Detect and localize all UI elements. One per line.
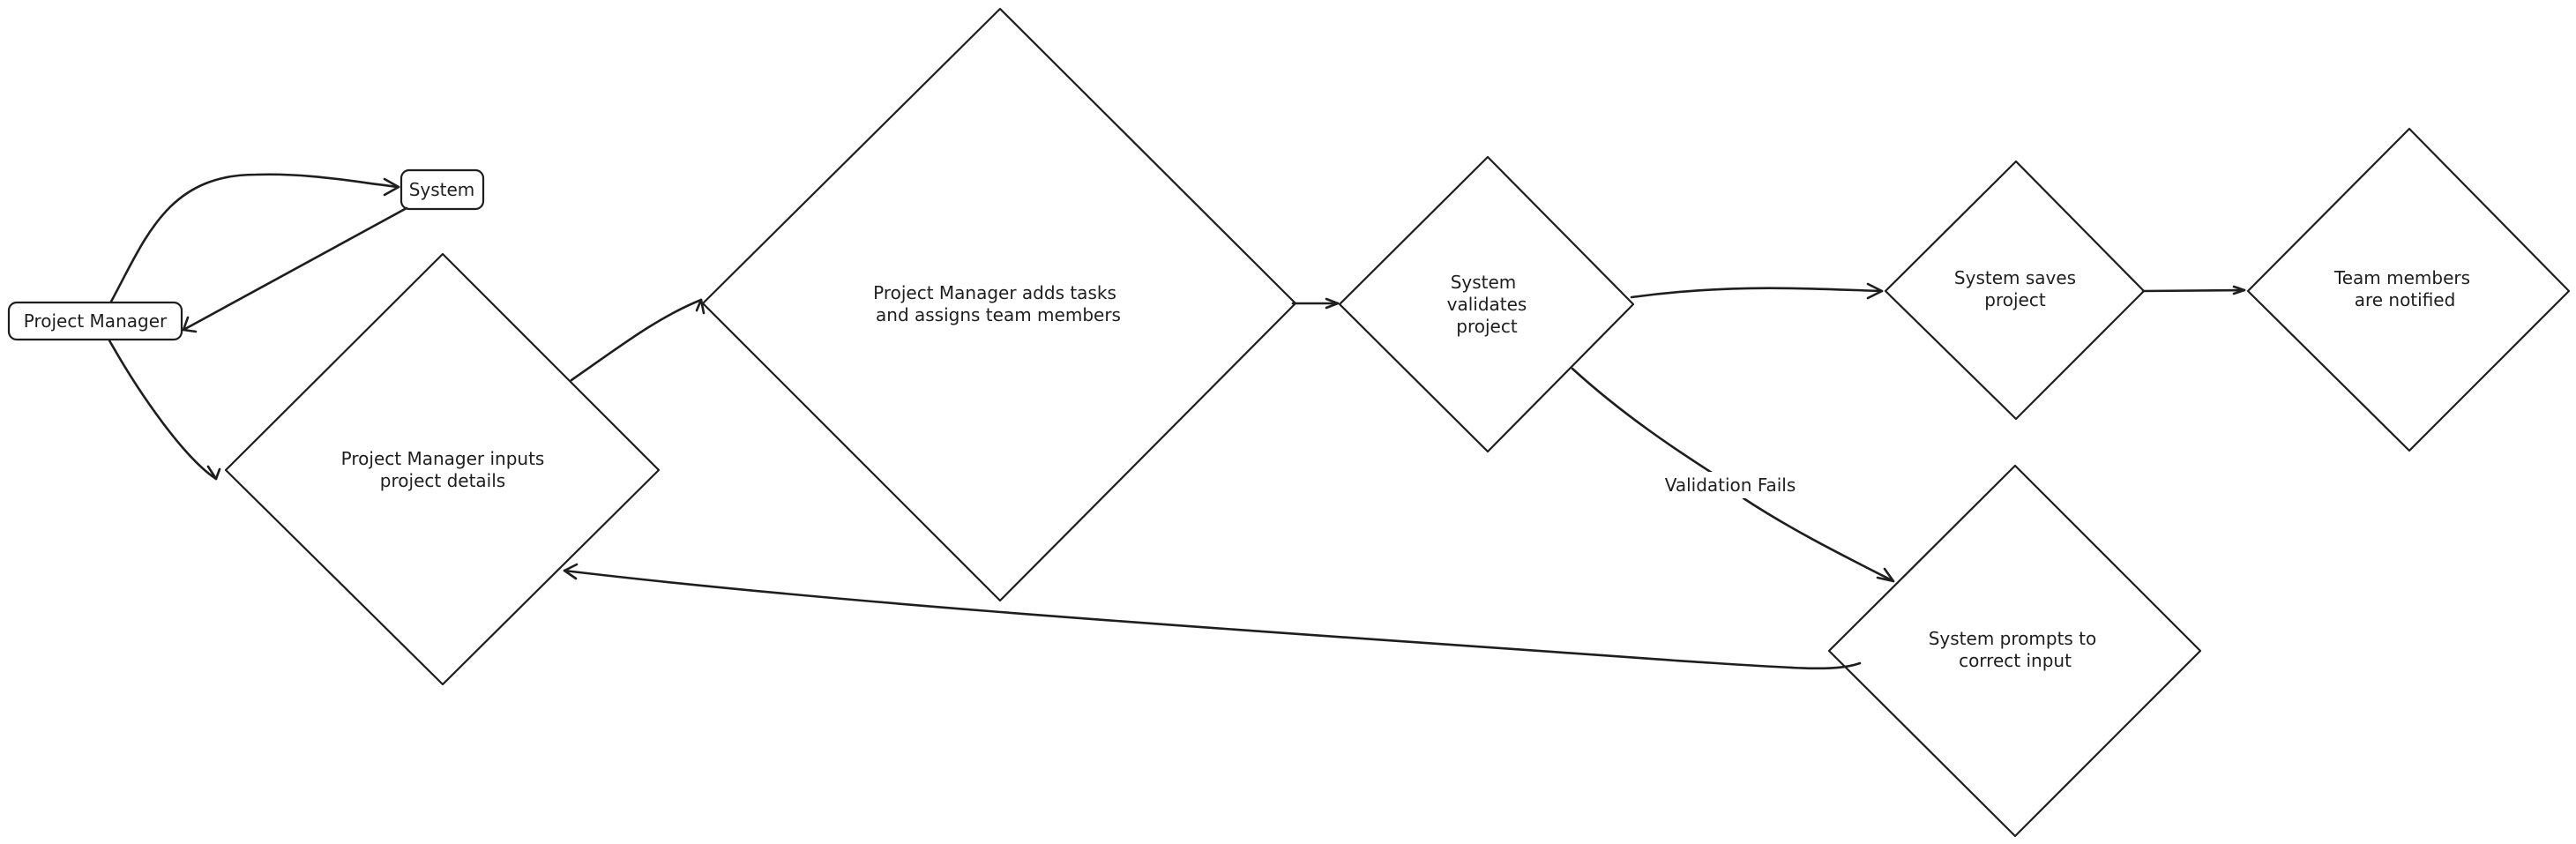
node-project-manager[interactable]: Project Manager [7,301,183,341]
node-label: project details [380,470,505,491]
node-label: System [1451,272,1517,293]
edge-system-to-pm[interactable] [182,206,408,333]
node-saves[interactable]: System saves project [1884,160,2146,421]
edge-label: Validation Fails [1665,474,1796,496]
node-label: Project Manager [24,310,168,332]
node-notified[interactable]: Team members are notified [2246,127,2571,452]
node-label: validates [1447,294,1527,315]
edge-label-validation-fails: Validation Fails [1658,472,1799,498]
node-validates[interactable]: System validates project [1338,155,1635,453]
node-label: and assigns team members [876,304,1121,325]
edge-validation-fails[interactable] [1571,367,1895,583]
node-label: System [409,179,475,200]
node-label: are notified [2355,289,2456,310]
node-label: System saves [1954,267,2076,288]
edge-pm-to-system[interactable] [109,173,400,303]
node-system[interactable]: System [399,168,485,211]
edge-tasks-to-validates[interactable] [1291,297,1340,310]
node-prompts[interactable]: System prompts to correct input [1827,464,2202,838]
node-label: Team members [2333,267,2470,288]
edge-saves-to-notified[interactable] [2141,285,2246,295]
node-adds-tasks[interactable]: Project Manager adds tasks and assigns t… [701,7,1297,602]
node-label: project [1984,289,2046,310]
node-inputs-details[interactable]: Project Manager inputs project details [224,252,661,686]
node-label: project [1456,316,1518,337]
node-label: System prompts to [1929,628,2097,649]
edge-inputs-to-tasks[interactable] [570,298,706,382]
node-label: Project Manager adds tasks [873,282,1116,303]
node-label: Project Manager inputs [341,448,545,469]
edge-pm-to-inputs[interactable] [108,339,221,481]
edge-validates-to-saves[interactable] [1630,282,1884,300]
node-label: correct input [1959,650,2072,671]
edge-prompts-to-inputs[interactable] [563,563,1862,670]
